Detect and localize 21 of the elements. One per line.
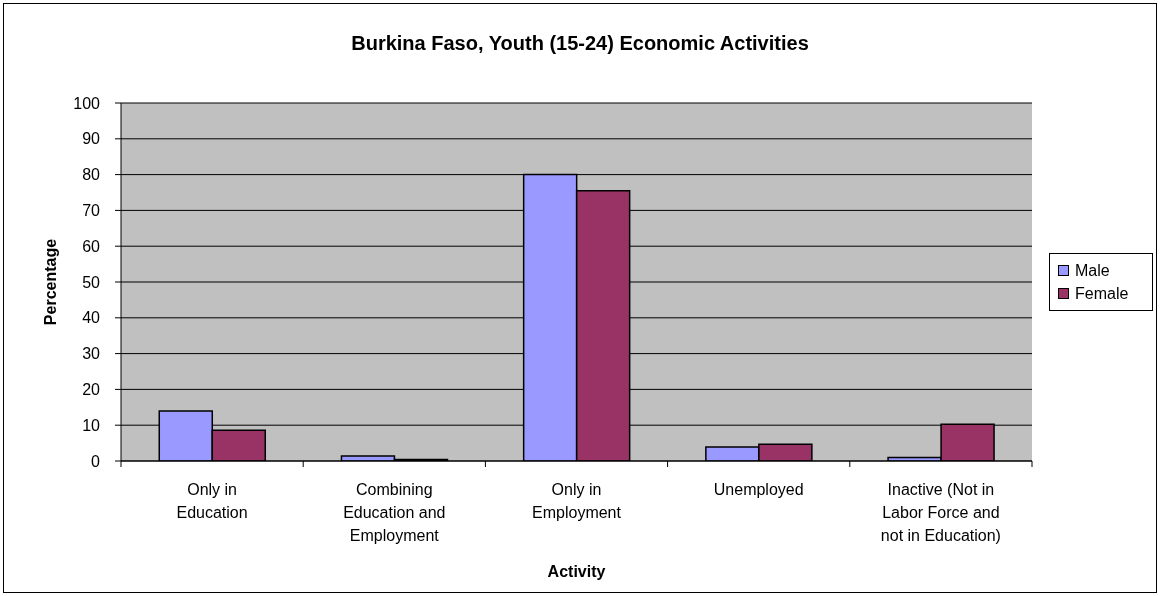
y-tick-label: 80 bbox=[82, 166, 101, 184]
x-tick-label: Inactive (Not in Labor Force and not in Education) bbox=[880, 481, 1001, 544]
legend-label: Female bbox=[1075, 284, 1129, 303]
y-tick-label: 70 bbox=[82, 202, 101, 220]
y-axis-title: Percentage bbox=[41, 238, 59, 326]
x-axis-title: Activity bbox=[547, 563, 606, 580]
x-tick-label: Combining Education and Employment bbox=[343, 481, 446, 544]
x-tick-label: Unemployed bbox=[713, 481, 804, 498]
chart-title: Burkina Faso, Youth (15-24) Economic Activities bbox=[350, 32, 810, 55]
x-tick-label: Only in Education bbox=[176, 481, 248, 521]
y-tick-label: 10 bbox=[82, 416, 101, 434]
y-tick-label: 20 bbox=[82, 381, 101, 399]
y-tick-label: 100 bbox=[73, 94, 101, 112]
y-tick-label: 30 bbox=[82, 345, 101, 363]
y-tick-label: 40 bbox=[82, 309, 101, 327]
x-tick-label: Only in Employment bbox=[532, 481, 622, 521]
y-tick-label: 90 bbox=[82, 130, 101, 148]
y-tick-label: 0 bbox=[91, 452, 101, 470]
legend-label: Male bbox=[1075, 261, 1110, 280]
y-tick-label: 50 bbox=[82, 273, 101, 291]
y-tick-label: 60 bbox=[82, 237, 101, 255]
